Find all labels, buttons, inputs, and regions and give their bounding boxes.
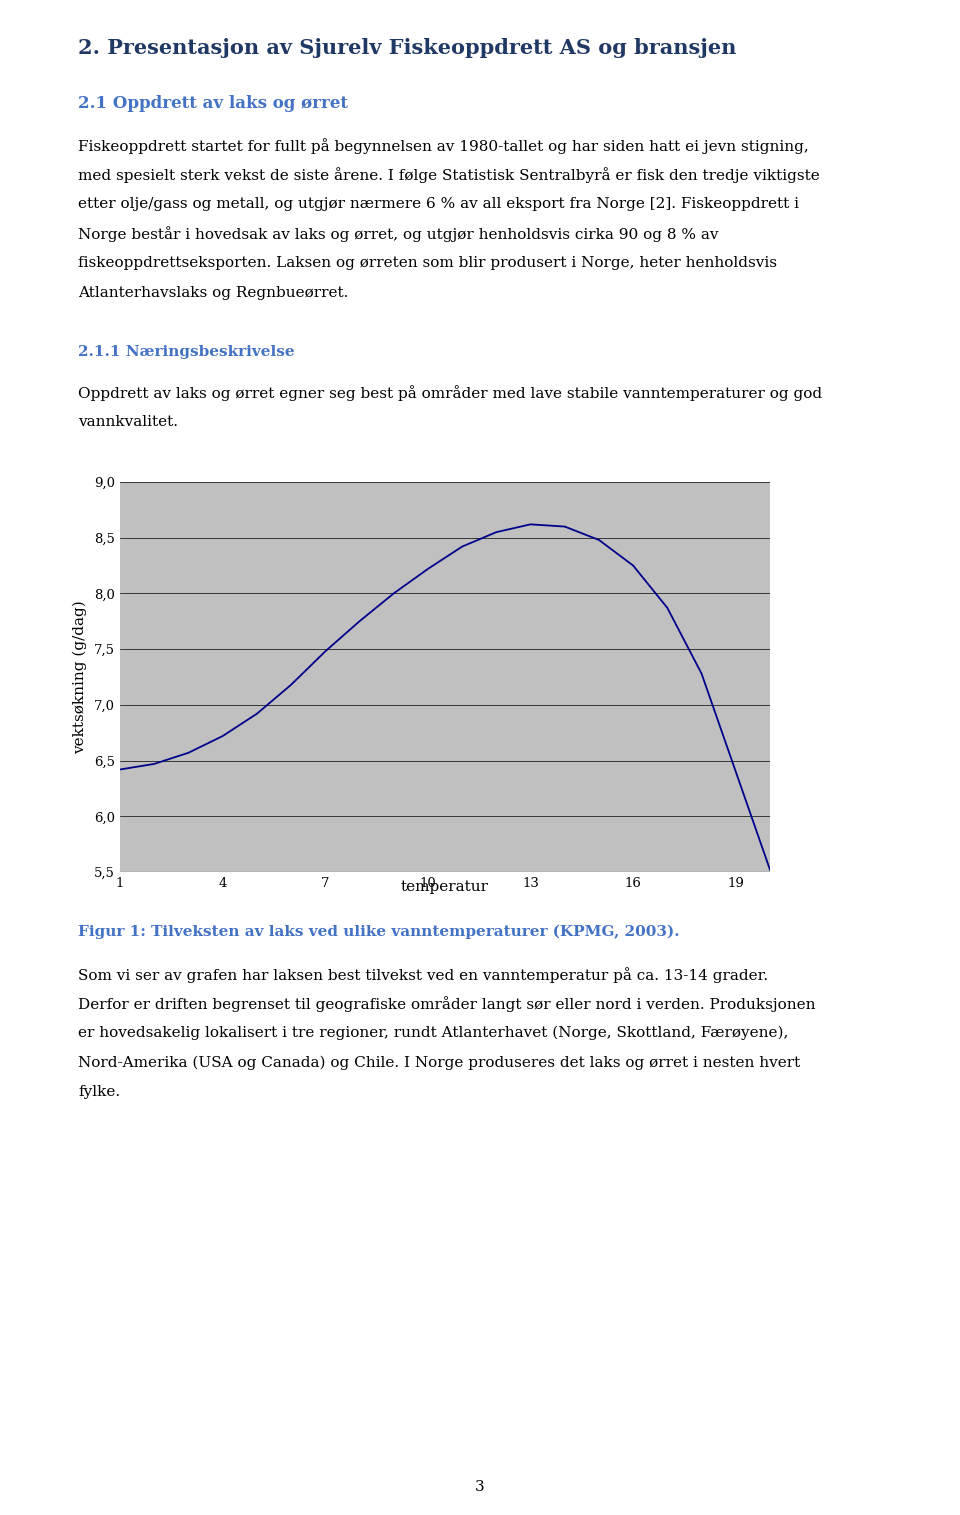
Text: temperatur: temperatur	[401, 880, 489, 894]
Text: 3: 3	[475, 1480, 485, 1494]
Text: 2. Presentasjon av Sjurelv Fiskeoppdrett AS og bransjen: 2. Presentasjon av Sjurelv Fiskeoppdrett…	[78, 38, 736, 58]
Text: Derfor er driften begrenset til geografiske områder langt sør eller nord i verde: Derfor er driften begrenset til geografi…	[78, 997, 815, 1012]
Text: 2.1.1 Næringsbeskrivelse: 2.1.1 Næringsbeskrivelse	[78, 345, 295, 359]
Text: Oppdrett av laks og ørret egner seg best på områder med lave stabile vanntempera: Oppdrett av laks og ørret egner seg best…	[78, 385, 822, 401]
Text: Som vi ser av grafen har laksen best tilvekst ved en vanntemperatur på ca. 13-14: Som vi ser av grafen har laksen best til…	[78, 967, 768, 983]
Text: vannkvalitet.: vannkvalitet.	[78, 415, 178, 429]
Text: etter olje/gass og metall, og utgjør nærmere 6 % av all eksport fra Norge [2]. F: etter olje/gass og metall, og utgjør nær…	[78, 197, 799, 211]
Text: fylke.: fylke.	[78, 1085, 120, 1098]
Text: 2.1 Oppdrett av laks og ørret: 2.1 Oppdrett av laks og ørret	[78, 95, 348, 112]
Text: med spesielt sterk vekst de siste årene. I følge Statistisk Sentralbyrå er fisk : med spesielt sterk vekst de siste årene.…	[78, 168, 820, 183]
Text: Atlanterhavslaks og Regnbueørret.: Atlanterhavslaks og Regnbueørret.	[78, 285, 348, 300]
Text: Norge består i hovedsak av laks og ørret, og utgjør henholdsvis cirka 90 og 8 % : Norge består i hovedsak av laks og ørret…	[78, 227, 718, 242]
Text: er hovedsakelig lokalisert i tre regioner, rundt Atlanterhavet (Norge, Skottland: er hovedsakelig lokalisert i tre regione…	[78, 1026, 788, 1041]
Text: fiskeoppdrettseksporten. Laksen og ørreten som blir produsert i Norge, heter hen: fiskeoppdrettseksporten. Laksen og ørret…	[78, 256, 777, 270]
Y-axis label: vektsøkning (g/dag): vektsøkning (g/dag)	[73, 600, 87, 754]
Text: Figur 1: Tilveksten av laks ved ulike vanntemperaturer (KPMG, 2003).: Figur 1: Tilveksten av laks ved ulike va…	[78, 926, 680, 939]
Text: Fiskeoppdrett startet for fullt på begynnelsen av 1980-tallet og har siden hatt : Fiskeoppdrett startet for fullt på begyn…	[78, 138, 808, 155]
Text: Nord-Amerika (USA og Canada) og Chile. I Norge produseres det laks og ørret i ne: Nord-Amerika (USA og Canada) og Chile. I…	[78, 1056, 801, 1070]
